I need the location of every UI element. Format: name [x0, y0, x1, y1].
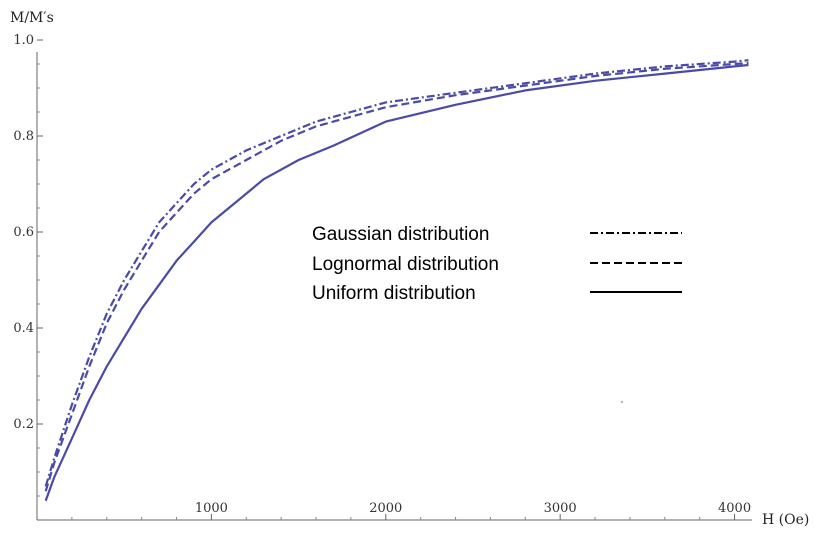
legend-label: Lognormal distribution: [312, 254, 499, 275]
y-tick-label: 0.8: [13, 129, 34, 144]
y-axis-label: M/M′s: [10, 10, 54, 26]
x-tick-label: 2000: [369, 501, 402, 516]
axis-ticks: 1000 2000 3000 4000 0.2 0.4 0.6 0.8 1.0: [13, 33, 751, 520]
legend-label: Uniform distribution: [312, 283, 476, 304]
x-tick-label: 3000: [544, 501, 577, 516]
series-line: [44, 63, 749, 502]
x-tick-label: 4000: [718, 501, 751, 516]
series-lines: [44, 59, 749, 502]
legend: Gaussian distribution Lognormal distribut…: [312, 224, 682, 304]
stray-dot: [621, 401, 623, 403]
x-axis-label: H (Oe): [762, 512, 809, 528]
x-tick-label: 1000: [195, 501, 228, 516]
series-line: [44, 61, 749, 492]
y-tick-label: 1.0: [13, 33, 34, 48]
y-tick-label: 0.6: [13, 225, 34, 240]
y-tick-label: 0.4: [13, 321, 34, 336]
legend-label: Gaussian distribution: [312, 224, 489, 245]
series-line: [44, 59, 749, 487]
y-tick-label: 0.2: [13, 417, 34, 432]
